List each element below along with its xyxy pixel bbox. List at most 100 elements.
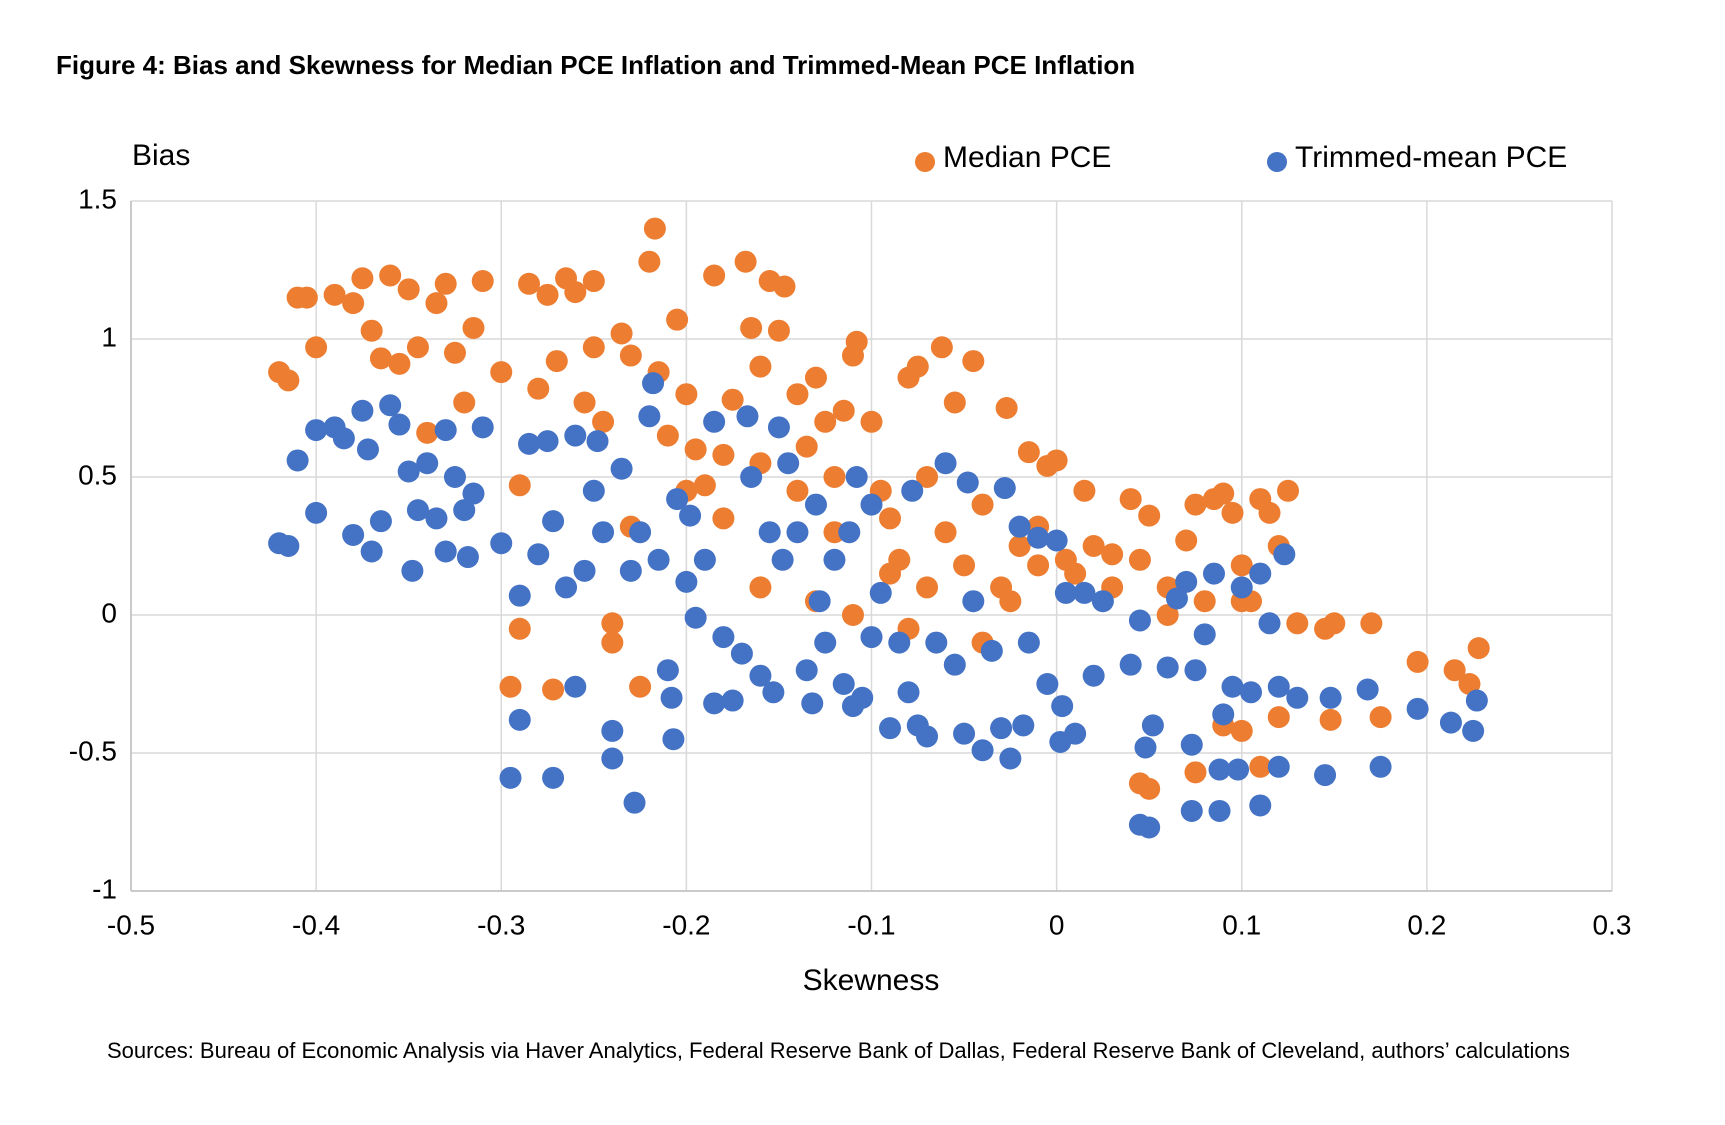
scatter-point [734, 250, 757, 273]
scatter-point [962, 350, 985, 373]
scatter-point [666, 308, 689, 331]
scatter-point [286, 449, 309, 472]
scatter-point [542, 678, 565, 701]
scatter-point [679, 504, 702, 527]
scatter-point [369, 347, 392, 370]
scatter-point [916, 725, 939, 748]
scatter-point [642, 372, 665, 395]
legend-marker [1267, 152, 1287, 172]
scatter-point [1406, 697, 1429, 720]
scatter-point [801, 692, 824, 715]
scatter-point [693, 548, 716, 571]
scatter-point [956, 471, 979, 494]
legend-label: Trimmed-mean PCE [1295, 141, 1567, 174]
scatter-point [786, 383, 809, 406]
scatter-point [808, 590, 831, 613]
scatter-point [573, 559, 596, 582]
scatter-point [740, 466, 763, 488]
scatter-point [305, 336, 328, 359]
scatter-point [832, 673, 855, 695]
x-tick-label: 0.3 [1593, 909, 1632, 940]
scatter-point [980, 639, 1003, 662]
scatter-point [1180, 799, 1203, 822]
scatter-point [1012, 714, 1035, 737]
scatter-point [684, 438, 707, 461]
scatter-point [1462, 719, 1485, 742]
scatter-point [1017, 631, 1040, 654]
scatter-point [1286, 686, 1309, 709]
scatter-point [804, 493, 827, 516]
scatter-point [582, 336, 605, 359]
chart-title: Figure 4: Bias and Skewness for Median P… [56, 50, 1136, 80]
scatter-point [888, 631, 911, 654]
y-tick-label: 0 [101, 597, 117, 628]
scatter-point [953, 722, 976, 745]
scatter-point [295, 286, 318, 309]
scatter-point [1193, 590, 1216, 613]
legend-marker [915, 152, 935, 172]
scatter-point [1184, 493, 1207, 516]
source-note: Sources: Bureau of Economic Analysis via… [107, 1038, 1570, 1063]
x-tick-label: -0.3 [477, 909, 525, 940]
scatter-point [712, 626, 735, 649]
scatter-point [601, 747, 624, 770]
scatter-point [499, 675, 522, 698]
scatter-point [1319, 708, 1342, 731]
scatter-point [508, 708, 531, 731]
scatter-point [388, 413, 411, 436]
scatter-point [527, 543, 550, 566]
scatter-point [462, 316, 485, 339]
scatter-point [953, 554, 976, 577]
scatter-point [666, 488, 689, 511]
scatter-point [943, 391, 966, 414]
scatter-point [277, 369, 300, 392]
scatter-point [860, 493, 883, 516]
scatter-point [406, 336, 429, 359]
scatter-point [1406, 650, 1429, 673]
scatter-point [934, 521, 957, 544]
scatter-point [703, 410, 726, 433]
scatter-point [406, 499, 429, 522]
scatter-point [758, 521, 781, 544]
scatter-point [1156, 604, 1179, 626]
scatter-point [897, 681, 920, 704]
x-tick-label: -0.4 [292, 909, 340, 940]
scatter-point [1360, 612, 1383, 635]
scatter-point [545, 350, 568, 373]
scatter-point [1439, 711, 1462, 734]
y-axis-label: Bias [132, 139, 190, 172]
scatter-point [1184, 761, 1207, 784]
scatter-point [1319, 686, 1342, 709]
scatter-point [601, 631, 624, 654]
scatter-point [619, 344, 642, 367]
scatter-point [1369, 706, 1392, 729]
scatter-point [1443, 659, 1466, 682]
scatter-point [721, 689, 744, 712]
scatter-point [814, 631, 837, 654]
scatter-point [1212, 482, 1235, 505]
scatter-point [305, 501, 328, 524]
scatter-point [1064, 562, 1087, 585]
scatter-point [777, 452, 800, 475]
scatter-point [879, 717, 902, 740]
scatter-point [925, 631, 948, 654]
scatter-point [638, 405, 661, 428]
y-tick-label: 1 [101, 321, 117, 352]
scatter-point [1230, 576, 1253, 599]
scatter-point [693, 474, 716, 497]
scatter-point [795, 435, 818, 458]
scatter-point [845, 466, 868, 488]
scatter-point [1314, 764, 1337, 787]
scatter-point [740, 316, 763, 339]
x-tick-label: -0.5 [107, 909, 155, 940]
scatter-point [851, 686, 874, 709]
scatter-point [629, 521, 652, 544]
scatter-point [971, 493, 994, 516]
scatter-point [369, 510, 392, 533]
scatter-point [592, 521, 615, 544]
scatter-point [610, 457, 633, 480]
scatter-point [638, 250, 661, 273]
scatter-point [916, 466, 939, 488]
scatter-point [1134, 736, 1157, 759]
